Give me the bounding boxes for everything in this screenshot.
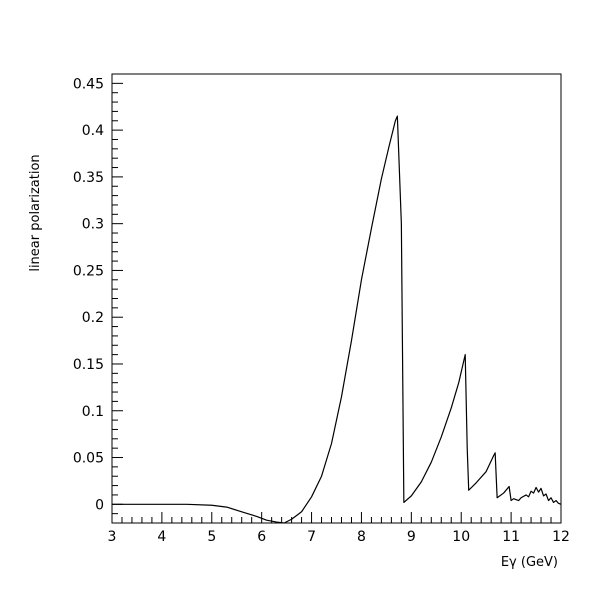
x-tick-label: 5: [207, 529, 216, 545]
x-tick-label: 6: [257, 529, 266, 545]
y-tick-label: 0.1: [82, 404, 104, 420]
y-tick-label: 0.45: [73, 76, 104, 92]
x-tick-label: 3: [108, 529, 117, 545]
x-tick-label: 10: [452, 529, 470, 545]
x-tick-label: 9: [407, 529, 416, 545]
x-tick-label: 12: [552, 529, 570, 545]
y-tick-label: 0.05: [73, 451, 104, 467]
y-tick-label: 0.4: [82, 123, 104, 139]
x-tick-label: 11: [502, 529, 520, 545]
axis-tick-labels: 3 4 5 6 7 8 9 10 11 12 0 0.05 0.1 0.15 0.2 0.25 0.3 0.35 0…: [73, 76, 570, 545]
y-axis-label: linear polarization: [28, 154, 43, 271]
series-line: [112, 115, 562, 524]
y-tick-label: 0.15: [73, 357, 104, 373]
axis-ticks: [111, 73, 562, 524]
y-tick-label: 0.3: [82, 217, 104, 233]
x-tick-label: 4: [157, 529, 166, 545]
x-axis-label: Eγ (GeV): [501, 555, 558, 570]
y-tick-label: 0.25: [73, 263, 104, 279]
y-tick-label: 0.35: [73, 170, 104, 186]
y-tick-label: 0: [95, 497, 104, 513]
y-tick-label: 0.2: [82, 310, 104, 326]
x-tick-label: 8: [357, 529, 366, 545]
x-tick-label: 7: [307, 529, 316, 545]
